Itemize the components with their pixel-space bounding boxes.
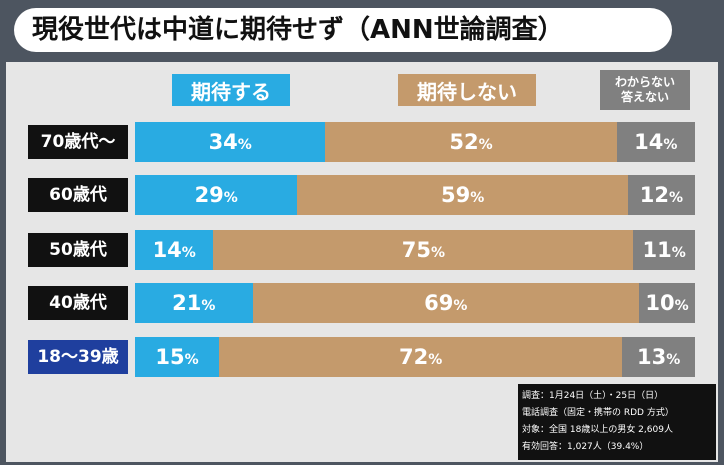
notes-box: 調査：1月24日（土）・25日（日） 電話調査（固定・携帯の RDD 方式） 対象：… [518,384,716,460]
value-label: 14% [152,238,196,262]
value-label: 52% [449,130,493,154]
category-label: 70歳代～ [28,125,128,159]
value-label: 59% [440,183,485,207]
bar-segment [639,283,695,323]
value-label: 13% [636,345,681,369]
value-label: 14% [634,130,678,154]
bar-segment [213,230,634,270]
value-label: 34% [208,130,252,154]
bar-segment [633,230,695,270]
category-label: 40歳代 [28,286,128,320]
bar-segment [135,175,298,215]
value-label: 11% [642,238,686,262]
value-label: 12% [639,183,684,207]
legend-item: わからない 答えない [600,70,690,110]
value-label: 29% [194,183,238,207]
bar-segment [616,122,695,162]
value-label: 75% [401,238,446,262]
bar-segment [622,337,695,377]
category-label: 60歳代 [28,178,128,212]
note-line: 対象：全国 18歳以上の男女 2,609人 [522,425,673,435]
value-label: 72% [398,345,443,369]
value-label: 69% [424,291,468,315]
legend-item: 期待しない [398,74,536,106]
legend-item: 期待する [172,74,290,106]
note-line: 有効回答：1,027人（39.4%） [522,442,649,452]
bar-segment [135,337,219,377]
value-label: 21% [172,291,216,315]
note-line: 調査：1月24日（土）・25日（日） [522,391,664,401]
bar-segment [219,337,623,377]
category-label: 18～39歳 [28,340,128,374]
bar-segment [135,122,326,162]
chart-title: 現役世代は中道に期待せず（ANN世論調査） [14,8,672,52]
bar-segment [297,175,628,215]
value-label: 10% [645,291,689,315]
bar-segment [135,283,253,323]
category-label: 50歳代 [28,233,128,267]
bar-segment [252,283,639,323]
bar-segment [135,230,214,270]
bar-segment [325,122,617,162]
note-line: 電話調査（固定・携帯の RDD 方式） [522,408,674,418]
bar-segment [627,175,695,215]
value-label: 15% [155,345,199,369]
